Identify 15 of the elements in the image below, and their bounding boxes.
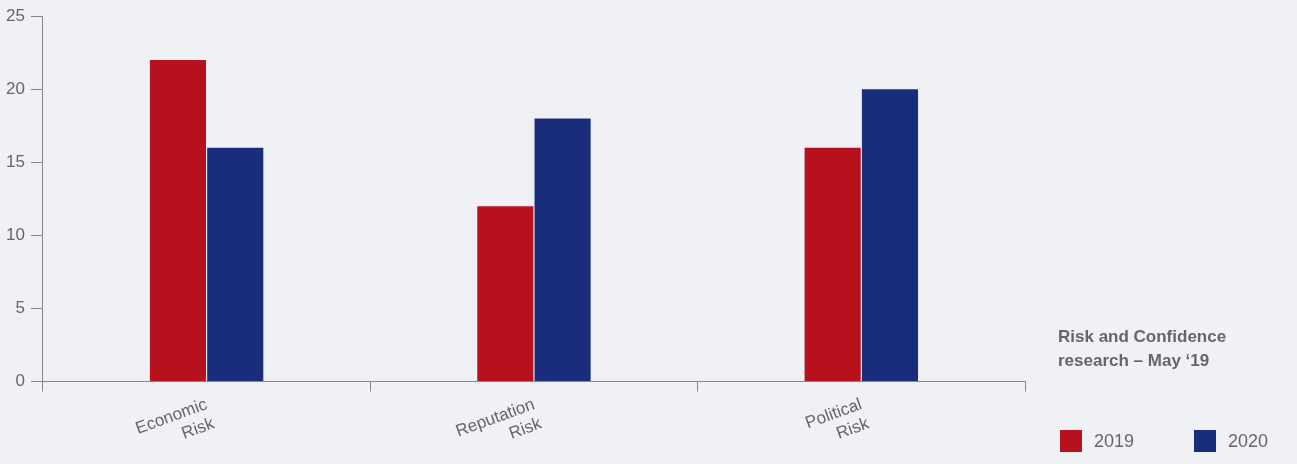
y-tick-label: 15 [5,152,25,172]
text: Risk and Confidence research – May ‘19 [1058,326,1228,372]
y-tick-label: 5 [15,298,25,318]
y-tick-label: 20 [5,78,25,98]
y-tick-label: 10 [5,225,25,245]
bar [207,147,264,382]
y-tick-label: 25 [5,5,25,25]
legend-label: 2020 [1228,430,1269,452]
legend-label: 2019 [1094,430,1135,452]
bar [477,206,534,382]
bar [534,118,591,382]
bar [861,89,919,382]
bar [804,147,861,382]
bar [149,60,207,382]
y-tick-label: 0 [15,371,25,391]
